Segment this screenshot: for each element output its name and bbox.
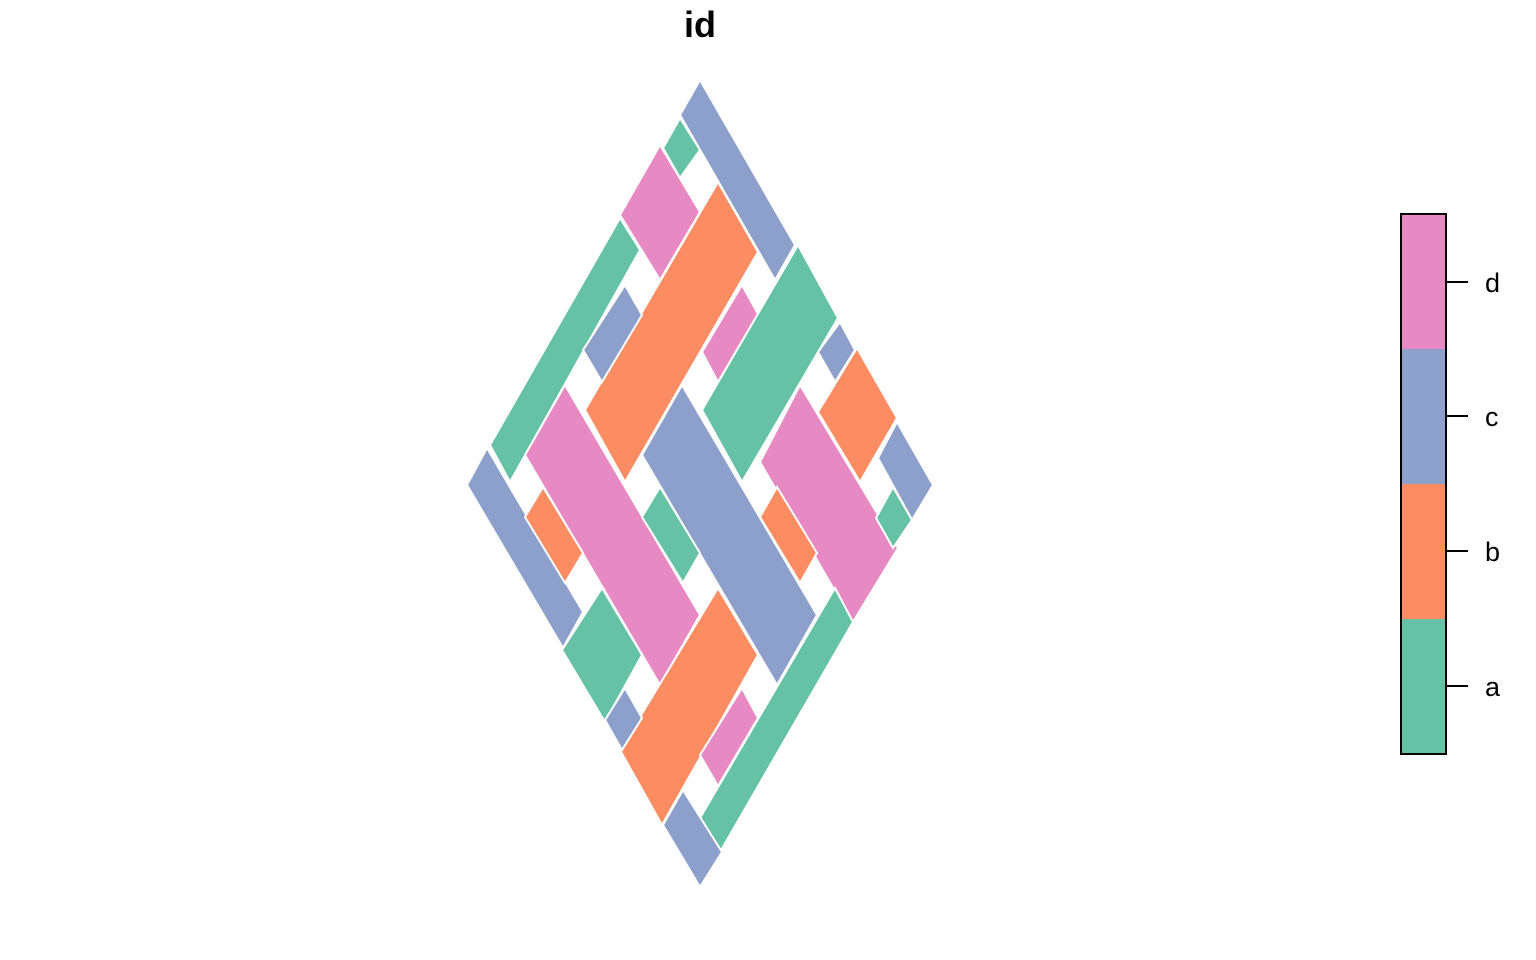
legend-label-a: a xyxy=(1485,672,1501,702)
tile-a xyxy=(700,242,840,485)
tile-c xyxy=(603,686,644,752)
tile-c xyxy=(581,283,644,384)
legend-swatch-d xyxy=(1401,214,1446,349)
legend-swatch-a xyxy=(1401,619,1446,754)
tile-c xyxy=(816,320,857,384)
tile-a xyxy=(874,484,914,550)
legend-swatch-b xyxy=(1401,484,1446,619)
tile-a xyxy=(488,216,642,485)
tile-b xyxy=(758,485,819,585)
tile-d xyxy=(698,686,760,788)
tile-b xyxy=(523,485,585,585)
tile-a xyxy=(640,485,702,585)
legend-label-d: d xyxy=(1485,268,1500,298)
tile-b xyxy=(816,346,899,484)
tile-c xyxy=(661,788,724,889)
legend-frame xyxy=(1400,213,1447,755)
legend-swatch-c xyxy=(1401,349,1446,484)
tile-c xyxy=(678,77,797,283)
legend-label-b: b xyxy=(1485,537,1500,567)
legend-colorbar: d c b a xyxy=(1400,213,1501,755)
map-title: id xyxy=(684,4,716,45)
woven-pattern-diamond xyxy=(465,77,935,889)
legend-label-c: c xyxy=(1485,402,1499,432)
